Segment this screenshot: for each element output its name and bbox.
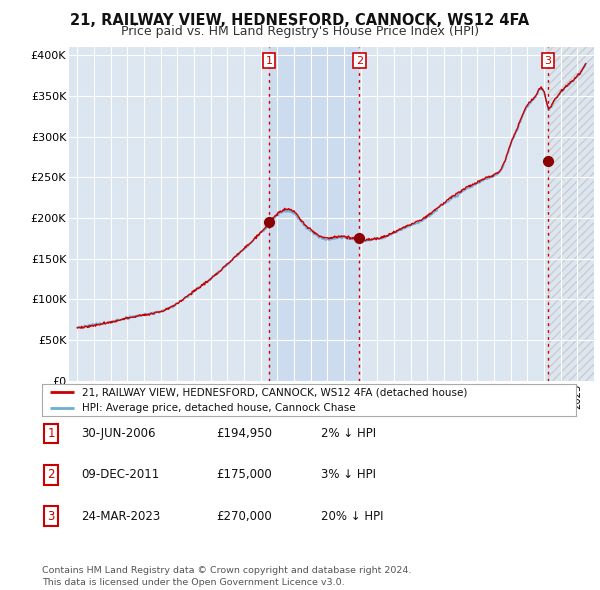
Text: 3% ↓ HPI: 3% ↓ HPI — [321, 468, 376, 481]
Text: £175,000: £175,000 — [216, 468, 272, 481]
Text: £194,950: £194,950 — [216, 427, 272, 440]
Bar — [269, 47, 359, 381]
Text: 09-DEC-2011: 09-DEC-2011 — [81, 468, 159, 481]
Bar — [548, 47, 594, 381]
Text: 1: 1 — [47, 427, 55, 440]
Text: 3: 3 — [47, 510, 55, 523]
Text: 24-MAR-2023: 24-MAR-2023 — [81, 510, 160, 523]
Text: 2: 2 — [47, 468, 55, 481]
Text: 2: 2 — [356, 55, 363, 65]
Bar — [548, 47, 594, 381]
Bar — [548, 47, 594, 381]
Text: HPI: Average price, detached house, Cannock Chase: HPI: Average price, detached house, Cann… — [82, 403, 356, 413]
Text: 30-JUN-2006: 30-JUN-2006 — [81, 427, 155, 440]
Text: 20% ↓ HPI: 20% ↓ HPI — [321, 510, 383, 523]
Text: Price paid vs. HM Land Registry's House Price Index (HPI): Price paid vs. HM Land Registry's House … — [121, 25, 479, 38]
Text: 21, RAILWAY VIEW, HEDNESFORD, CANNOCK, WS12 4FA: 21, RAILWAY VIEW, HEDNESFORD, CANNOCK, W… — [70, 13, 530, 28]
Text: 1: 1 — [265, 55, 272, 65]
Text: £270,000: £270,000 — [216, 510, 272, 523]
Text: Contains HM Land Registry data © Crown copyright and database right 2024.
This d: Contains HM Land Registry data © Crown c… — [42, 566, 412, 587]
Text: 3: 3 — [544, 55, 551, 65]
Text: 21, RAILWAY VIEW, HEDNESFORD, CANNOCK, WS12 4FA (detached house): 21, RAILWAY VIEW, HEDNESFORD, CANNOCK, W… — [82, 387, 467, 397]
Text: 2% ↓ HPI: 2% ↓ HPI — [321, 427, 376, 440]
